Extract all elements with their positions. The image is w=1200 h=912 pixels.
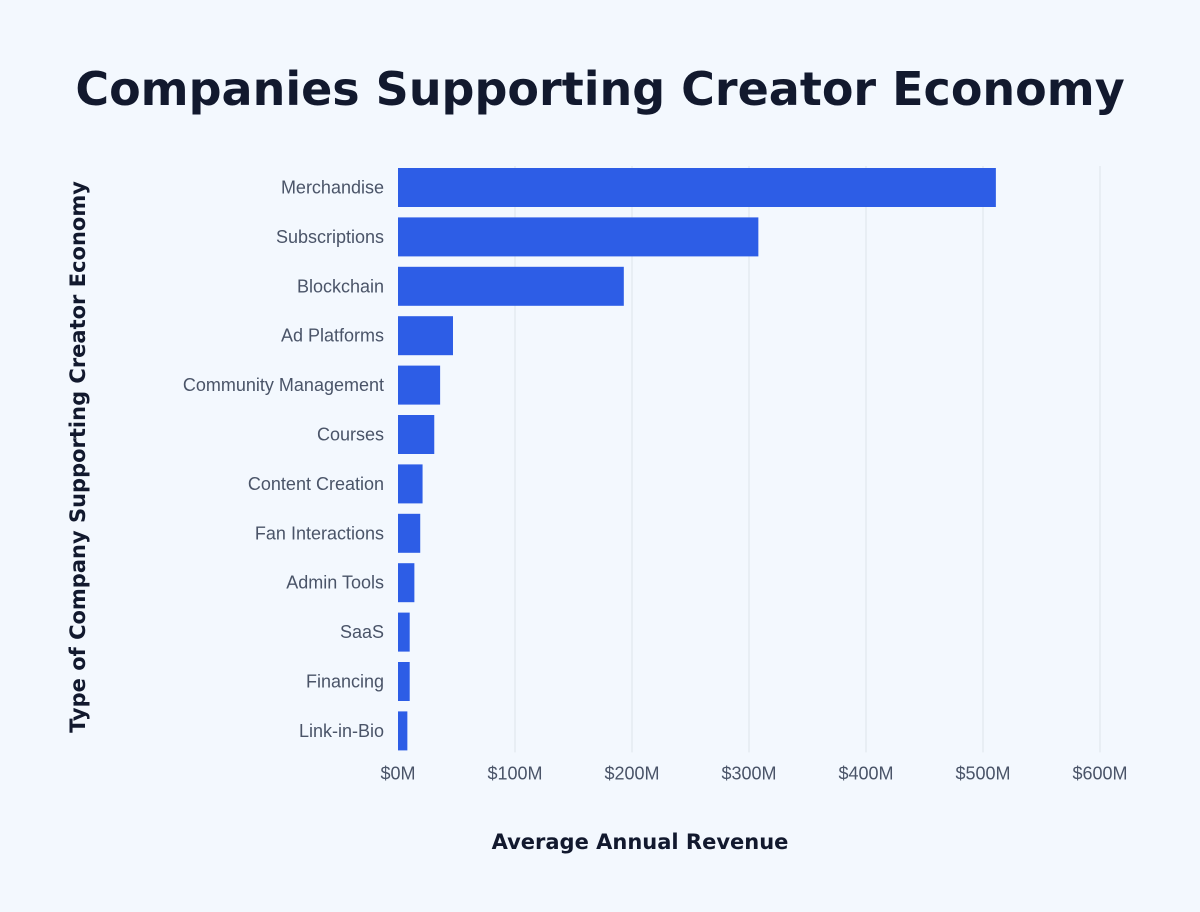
category-label: Content Creation <box>248 474 384 494</box>
category-label: Community Management <box>183 375 384 395</box>
bar <box>398 217 759 257</box>
category-label: Admin Tools <box>286 573 384 593</box>
category-label: Link-in-Bio <box>299 721 384 741</box>
x-tick-label: $300M <box>721 763 776 783</box>
bar <box>398 464 423 504</box>
bar <box>398 563 415 603</box>
category-label: Courses <box>317 425 384 445</box>
category-label: SaaS <box>340 622 384 642</box>
category-label: Fan Interactions <box>255 523 384 543</box>
x-tick-label: $600M <box>1072 763 1127 783</box>
grid-lines <box>514 166 1101 753</box>
bar <box>398 316 453 356</box>
category-label: Financing <box>306 672 384 692</box>
bar <box>398 513 421 553</box>
bar <box>398 662 410 701</box>
category-label: Blockchain <box>297 276 384 296</box>
chart-title: Companies Supporting Creator Economy <box>75 62 1125 116</box>
x-tick-labels: $0M $100M $200M $300M $400M $500M $600M <box>380 763 1127 783</box>
bar <box>398 168 996 207</box>
y-axis-title: Type of Company Supporting Creator Econo… <box>66 181 90 733</box>
category-label: Subscriptions <box>276 227 384 247</box>
bar <box>398 415 435 454</box>
bar <box>398 365 441 405</box>
bars-group <box>398 168 996 751</box>
bar <box>398 612 410 652</box>
x-tick-label: $200M <box>604 763 659 783</box>
bar <box>398 711 408 751</box>
x-tick-label: $400M <box>838 763 893 783</box>
category-label: Ad Platforms <box>281 326 384 346</box>
x-tick-label: $100M <box>487 763 542 783</box>
x-axis-title: Average Annual Revenue <box>491 830 789 854</box>
category-label: Merchandise <box>281 178 384 198</box>
bar <box>398 266 624 306</box>
category-labels: Merchandise Subscriptions Blockchain Ad Pla… <box>183 178 384 741</box>
x-tick-label: $500M <box>955 763 1010 783</box>
x-tick-label: $0M <box>380 763 415 783</box>
